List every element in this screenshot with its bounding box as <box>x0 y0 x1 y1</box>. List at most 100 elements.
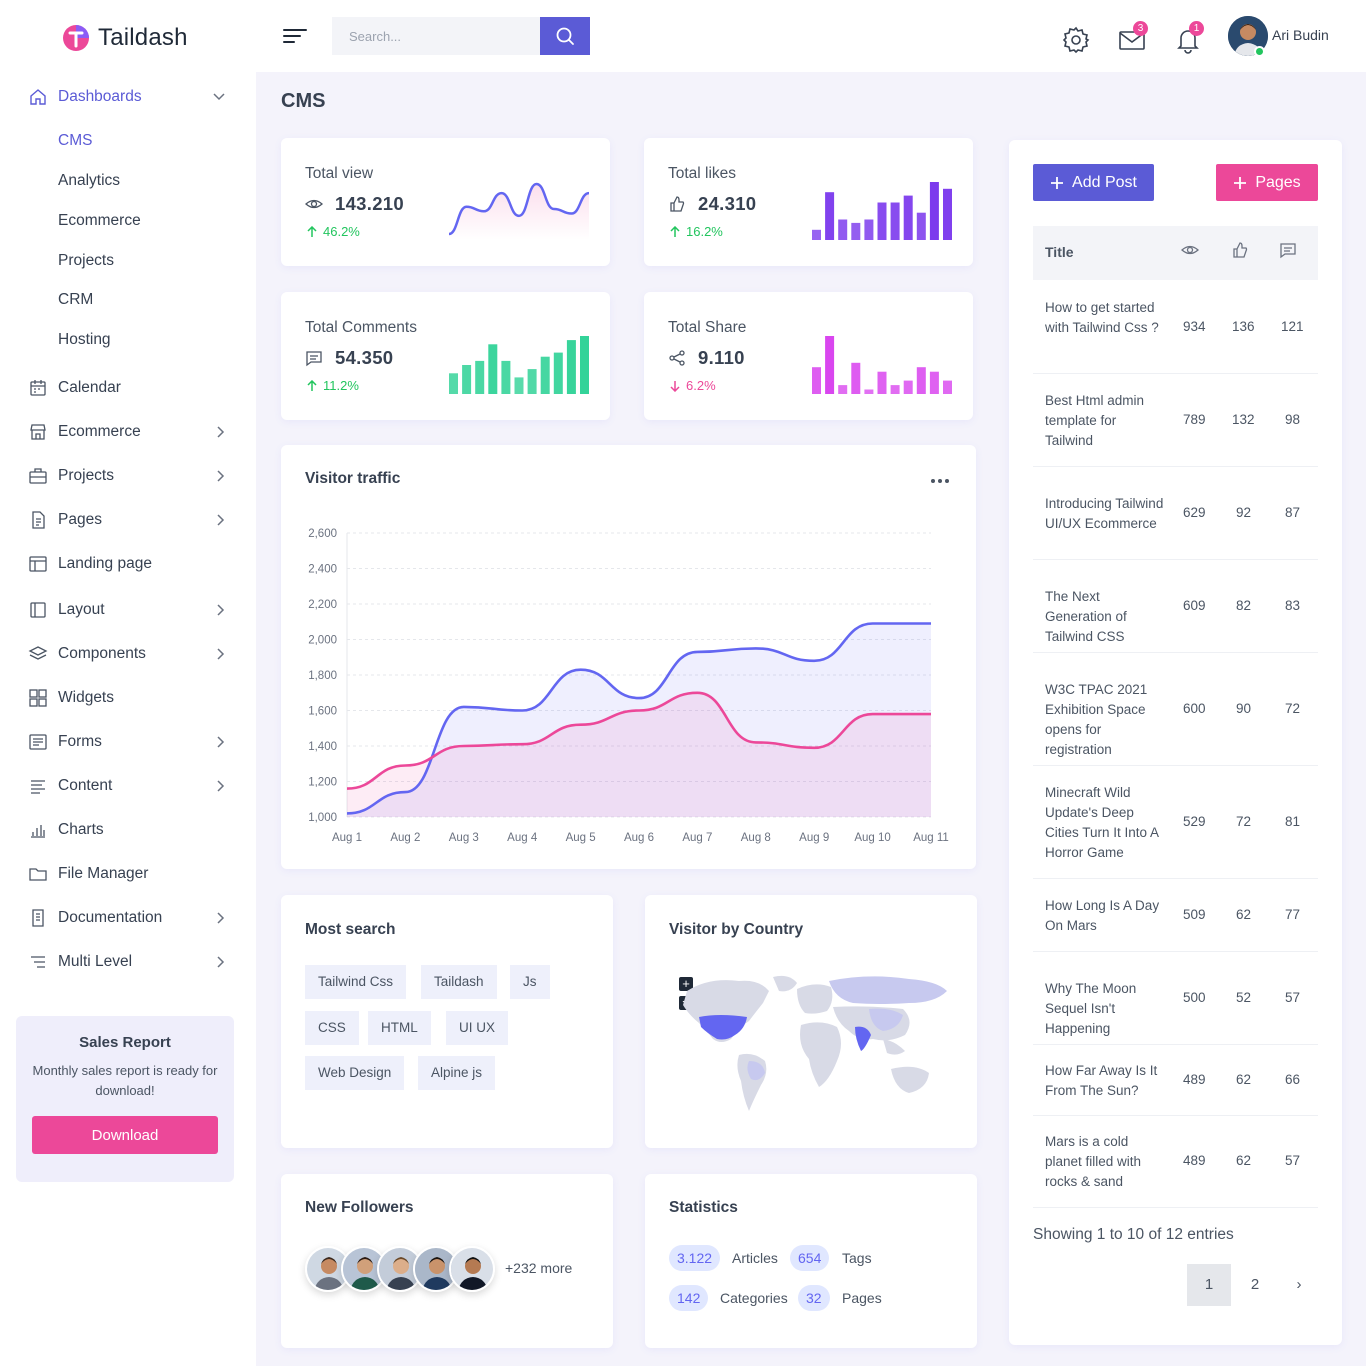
add-post-button[interactable]: Add Post <box>1033 164 1154 201</box>
settings-gear-icon[interactable] <box>1062 26 1090 54</box>
y-tick-label: 1,600 <box>308 706 337 718</box>
table-row[interactable]: W3C TPAC 2021 Exhibition Space opens for… <box>1033 653 1318 766</box>
follower-avatar[interactable] <box>413 1246 459 1292</box>
y-tick-label: 1,400 <box>308 741 337 753</box>
stat-change-value: 16.2% <box>686 224 723 239</box>
sidebar-subitem-analytics[interactable]: Analytics <box>58 172 121 189</box>
column-header-title[interactable]: Title <box>1045 244 1074 260</box>
arrow-up-icon <box>307 225 317 237</box>
sidebar-item-projects[interactable]: Projects <box>28 462 230 490</box>
zoom-in-button[interactable]: + <box>679 977 693 991</box>
post-title[interactable]: The Next Generation of Tailwind CSS <box>1045 588 1127 644</box>
post-title[interactable]: How Far Away Is It From The Sun? <box>1045 1062 1158 1098</box>
sidebar-subitem-hosting[interactable]: Hosting <box>58 331 111 348</box>
follower-avatar[interactable] <box>341 1246 387 1292</box>
user-name[interactable]: Ari Budin <box>1272 27 1329 43</box>
mini-chart-bar <box>838 385 848 394</box>
list-icon <box>31 780 45 794</box>
sidebar-item-label: Calendar <box>58 379 121 396</box>
post-title[interactable]: Introducing Tailwind UI/UX Ecommerce <box>1045 495 1164 531</box>
post-title[interactable]: How to get started with Tailwind Css ? <box>1045 299 1159 335</box>
sidebar-item-dashboards[interactable]: Dashboards <box>28 83 230 111</box>
search-tag[interactable]: UI UX <box>446 1011 509 1045</box>
sidebar-item-calendar[interactable]: Calendar <box>28 374 230 402</box>
menu-toggle-icon[interactable] <box>282 24 310 48</box>
table-row[interactable]: How Long Is A Day On Mars 509 62 77 <box>1033 879 1318 952</box>
brand[interactable]: Taildash <box>62 24 188 52</box>
follower-avatar[interactable] <box>449 1246 495 1292</box>
mini-chart-bar <box>903 380 913 394</box>
search-button[interactable] <box>540 17 590 55</box>
post-title[interactable]: Best Html admin template for Tailwind <box>1045 392 1145 448</box>
post-title[interactable]: Mars is a cold planet filled with rocks … <box>1045 1134 1142 1189</box>
x-tick-label: Aug 8 <box>741 832 771 844</box>
pagination-page[interactable]: 1 <box>1187 1264 1231 1306</box>
post-comments: 72 <box>1285 700 1301 716</box>
x-tick-label: Aug 6 <box>624 832 654 844</box>
sidebar-item-documentation[interactable]: Documentation <box>28 904 230 932</box>
mini-chart-bar <box>851 222 861 240</box>
pagination-next[interactable]: › <box>1296 1276 1302 1293</box>
search-tag[interactable]: CSS <box>305 1011 359 1045</box>
search-tag[interactable]: Web Design <box>305 1056 405 1090</box>
more-options-icon[interactable] <box>928 469 952 493</box>
sidebar-item-layout[interactable]: Layout <box>28 596 230 624</box>
pages-button[interactable]: Pages <box>1216 164 1318 201</box>
mini-chart-bar <box>825 192 835 240</box>
post-comments: 98 <box>1285 411 1301 427</box>
sidebar-item-components[interactable]: Components <box>28 640 230 668</box>
search-tag[interactable]: Tailwind Css <box>305 965 407 999</box>
sidebar-subitem-ecommerce[interactable]: Ecommerce <box>58 212 141 229</box>
sidebar-item-charts[interactable]: Charts <box>28 816 230 844</box>
table-row[interactable]: How Far Away Is It From The Sun? 489 62 66 <box>1033 1045 1318 1116</box>
sidebar-item-file-manager[interactable]: File Manager <box>28 860 230 888</box>
plus-icon <box>1234 176 1247 189</box>
post-title[interactable]: Why The Moon Sequel Isn't Happening <box>1045 980 1137 1036</box>
search-tag[interactable]: HTML <box>368 1011 431 1045</box>
comment-icon[interactable] <box>1279 241 1297 259</box>
sidebar-item-ecommerce[interactable]: Ecommerce <box>28 418 230 446</box>
mail-icon[interactable] <box>1118 26 1146 54</box>
post-comments: 121 <box>1281 318 1304 334</box>
sidebar-subitem-cms[interactable]: CMS <box>58 132 93 149</box>
sidebar-item-content[interactable]: Content <box>28 772 230 800</box>
statistic-label: Articles <box>732 1250 778 1266</box>
post-title[interactable]: W3C TPAC 2021 Exhibition Space opens for… <box>1045 681 1148 757</box>
table-row[interactable]: Best Html admin template for Tailwind 789… <box>1033 374 1318 467</box>
sidebar-item-pages[interactable]: Pages <box>28 506 230 534</box>
mini-chart-bar <box>825 336 835 394</box>
search-tag[interactable]: Alpine js <box>418 1056 496 1090</box>
thumb-up-icon[interactable] <box>1231 241 1249 259</box>
online-status-dot <box>1254 46 1265 57</box>
mini-chart-bar <box>877 371 887 394</box>
post-title[interactable]: How Long Is A Day On Mars <box>1045 897 1160 933</box>
table-row[interactable]: Mars is a cold planet filled with rocks … <box>1033 1116 1318 1208</box>
search-tag[interactable]: Taildash <box>421 965 497 999</box>
table-row[interactable]: The Next Generation of Tailwind CSS 609 82… <box>1033 560 1318 653</box>
search-input[interactable] <box>332 17 541 55</box>
search-tag[interactable]: Js <box>510 965 550 999</box>
pagination-page[interactable]: 2 <box>1250 1276 1260 1293</box>
sidebar-item-landing-page[interactable]: Landing page <box>28 550 230 578</box>
followers-more-link[interactable]: +232 more <box>505 1260 573 1276</box>
eye-icon[interactable] <box>1181 241 1199 259</box>
chevron-right-icon <box>217 426 225 438</box>
table-row[interactable]: Minecraft Wild Update's Deep Cities Turn… <box>1033 766 1318 879</box>
map-region-greenland <box>773 975 797 992</box>
chevron-right-icon <box>217 514 225 526</box>
most-search-card: Most search Tailwind Css Taildash Js CSS HTM… <box>281 895 613 1148</box>
download-button[interactable]: Download <box>32 1116 218 1154</box>
sidebar-item-multi-level[interactable]: Multi Level <box>28 948 230 976</box>
chevron-down-icon <box>213 93 225 101</box>
table-row[interactable]: How to get started with Tailwind Css ? 93… <box>1033 281 1318 374</box>
mini-chart-bar <box>943 380 952 394</box>
sidebar-subitem-projects[interactable]: Projects <box>58 252 114 269</box>
sidebar-item-widgets[interactable]: Widgets <box>28 684 230 712</box>
table-row[interactable]: Introducing Tailwind UI/UX Ecommerce 629 9… <box>1033 467 1318 560</box>
post-likes: 62 <box>1236 1071 1252 1087</box>
table-row[interactable]: Why The Moon Sequel Isn't Happening 500 52… <box>1033 952 1318 1045</box>
sidebar-item-forms[interactable]: Forms <box>28 728 230 756</box>
post-title[interactable]: Minecraft Wild Update's Deep Cities Turn… <box>1045 784 1159 860</box>
sidebar-subitem-crm[interactable]: CRM <box>58 291 94 308</box>
map-region-africa <box>800 1022 841 1087</box>
